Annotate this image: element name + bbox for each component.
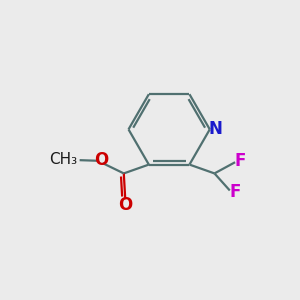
Text: CH₃: CH₃ [49, 152, 77, 167]
Text: O: O [94, 151, 108, 169]
Text: F: F [229, 183, 241, 201]
Text: F: F [234, 152, 246, 170]
Text: N: N [208, 120, 222, 138]
Text: O: O [118, 196, 132, 214]
